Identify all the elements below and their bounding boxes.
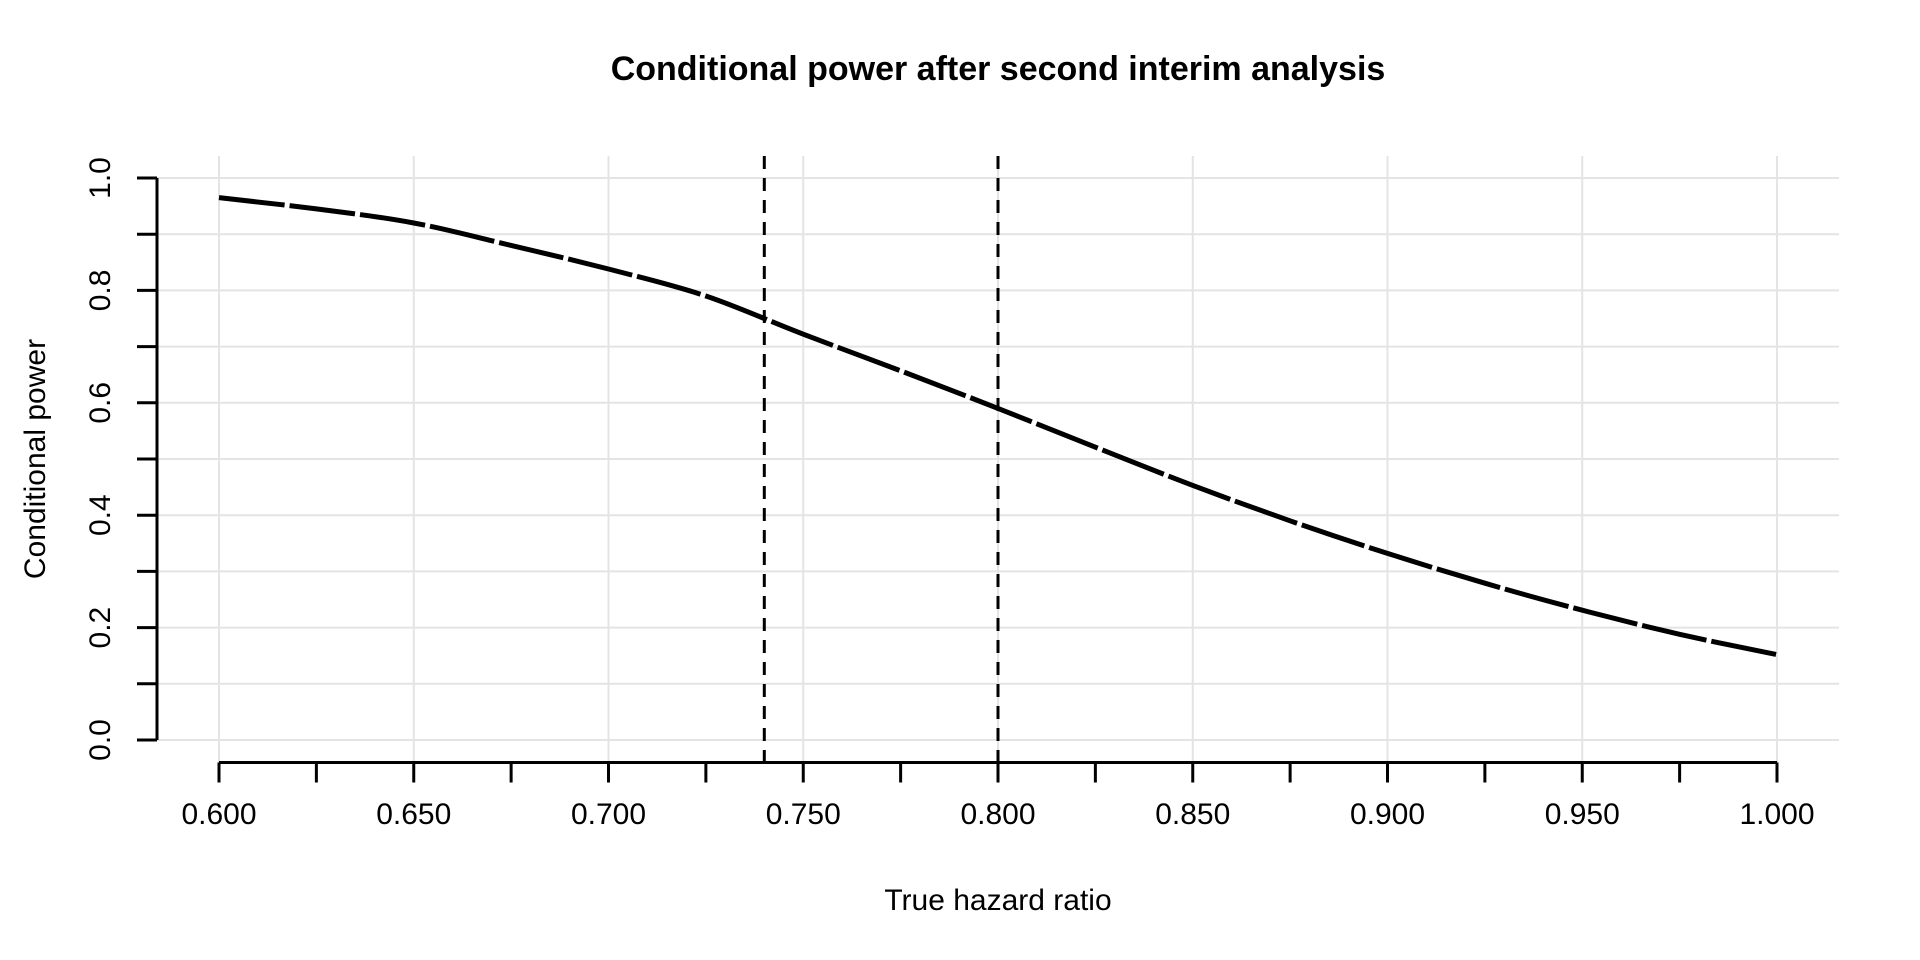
chart-title: Conditional power after second interim a… bbox=[611, 50, 1386, 88]
y-tick-label: 0.2 bbox=[84, 607, 117, 649]
power-curve bbox=[218, 195, 1778, 658]
x-tick-label: 1.000 bbox=[1739, 798, 1814, 831]
y-tick-label: 0.6 bbox=[84, 382, 117, 424]
y-axis-title: Conditional power bbox=[19, 339, 52, 579]
y-tick-label: 1.0 bbox=[84, 157, 117, 199]
y-tick-label: 0.0 bbox=[84, 719, 117, 761]
tick-labels: 0.600 0.650 0.700 0.750 0.800 0.850 0.900 0.950… bbox=[84, 157, 1815, 831]
x-tick-label: 0.900 bbox=[1350, 798, 1425, 831]
x-tick-label: 0.800 bbox=[960, 798, 1035, 831]
x-tick-label: 0.750 bbox=[766, 798, 841, 831]
y-tick-label: 0.4 bbox=[84, 494, 117, 536]
x-tick-label: 0.600 bbox=[181, 798, 256, 831]
x-tick-label: 0.650 bbox=[376, 798, 451, 831]
y-tick-label: 0.8 bbox=[84, 270, 117, 312]
axes bbox=[137, 176, 1779, 783]
x-tick-label: 0.700 bbox=[571, 798, 646, 831]
x-axis-title: True hazard ratio bbox=[884, 884, 1111, 917]
x-tick-label: 0.850 bbox=[1155, 798, 1230, 831]
series-line bbox=[218, 195, 1778, 658]
x-tick-label: 0.950 bbox=[1545, 798, 1620, 831]
